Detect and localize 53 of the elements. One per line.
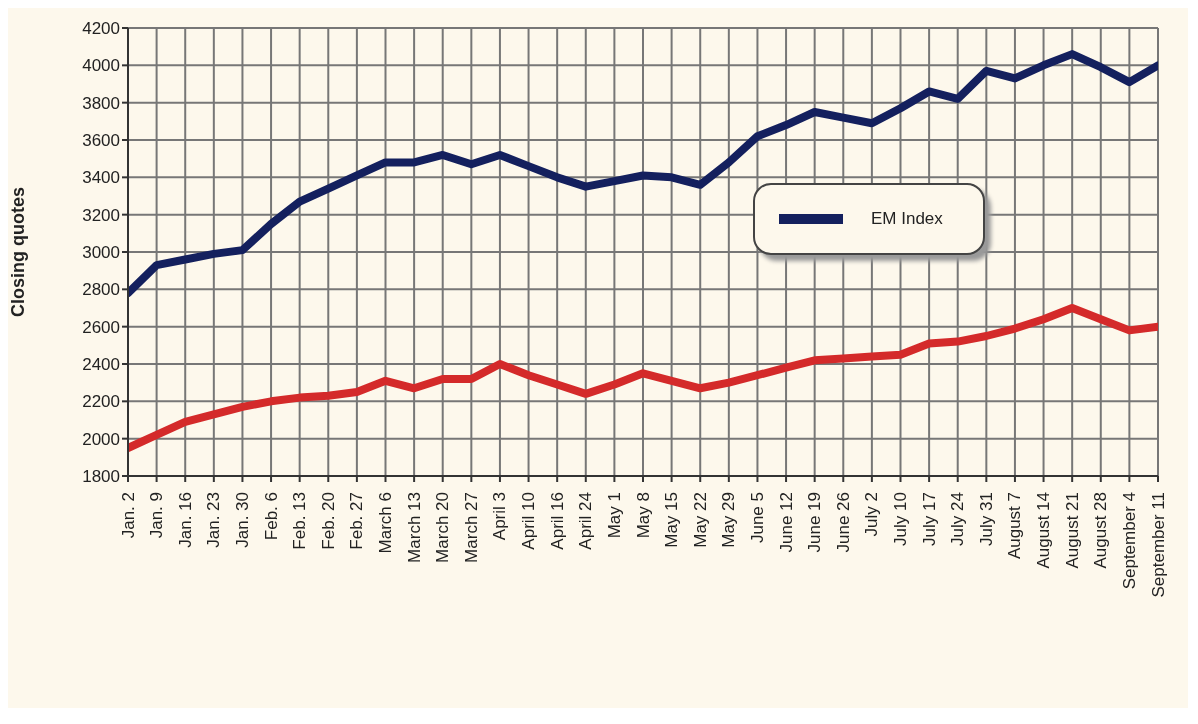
- y-tick-label: 4200: [82, 19, 120, 39]
- x-tick-label: April 24: [576, 492, 596, 550]
- x-tick-label: April 10: [519, 492, 539, 550]
- x-tick-label: April 16: [547, 492, 567, 550]
- x-tick-label: August 7: [1005, 492, 1025, 560]
- x-tick-label: Feb. 20: [318, 492, 338, 550]
- x-tick-label: Feb. 27: [347, 492, 367, 550]
- x-tick-label: Feb. 13: [290, 492, 310, 550]
- x-tick-label: June 12: [776, 492, 796, 553]
- y-tick-label: 3800: [82, 93, 120, 113]
- y-tick-label: 3200: [82, 205, 120, 225]
- x-tick-label: May 29: [719, 492, 739, 548]
- y-tick-label: 2200: [82, 392, 120, 412]
- x-tick-label: Feb. 6: [261, 492, 281, 541]
- y-tick-label: 3600: [82, 131, 120, 151]
- x-tick-label: May 8: [633, 492, 653, 539]
- x-tick-label: July 2: [862, 492, 882, 537]
- x-tick-label: March 27: [461, 492, 481, 563]
- y-tick-label: 1800: [82, 467, 120, 487]
- legend-label: EM Index: [871, 209, 943, 229]
- y-tick-label: 2400: [82, 355, 120, 375]
- x-tick-label: August 21: [1062, 492, 1082, 569]
- x-tick-label: May 22: [690, 492, 710, 548]
- x-tick-label: August 28: [1091, 492, 1111, 569]
- x-tick-label: May 15: [662, 492, 682, 548]
- x-tick-label: September 4: [1119, 492, 1139, 590]
- x-tick-label: June 26: [833, 492, 853, 553]
- x-tick-label: July 10: [891, 492, 910, 546]
- x-tick-label: June 5: [747, 492, 767, 544]
- y-axis-title: Closing quotes: [8, 187, 29, 317]
- x-tick-label: Jan. 9: [147, 492, 167, 539]
- x-tick-label: April 3: [490, 492, 510, 541]
- y-tick-label: 2600: [82, 317, 120, 337]
- x-tick-label: May 1: [604, 492, 624, 539]
- y-tick-label: 2800: [82, 280, 120, 300]
- x-tick-label: July 31: [976, 492, 996, 546]
- y-tick-label: 3400: [82, 168, 120, 188]
- x-tick-label: July 17: [919, 492, 939, 546]
- x-tick-label: July 24: [948, 492, 968, 546]
- x-tick-label: March 20: [433, 492, 453, 563]
- x-tick-label: August 14: [1034, 492, 1054, 569]
- x-tick-label: March 6: [376, 492, 395, 554]
- x-tick-label: Jan. 2: [118, 492, 138, 539]
- y-tick-label: 3000: [82, 243, 120, 263]
- y-tick-label: 2000: [82, 429, 120, 449]
- y-tick-label: 4000: [82, 56, 120, 76]
- x-tick-label: Jan. 16: [175, 492, 195, 548]
- legend: EM Index: [753, 183, 985, 255]
- x-tick-label: June 19: [805, 492, 825, 553]
- x-tick-label: Jan. 23: [204, 492, 224, 548]
- x-tick-label: September 11: [1148, 492, 1168, 598]
- x-tick-label: March 13: [404, 492, 424, 563]
- x-tick-label: Jan. 30: [232, 492, 252, 548]
